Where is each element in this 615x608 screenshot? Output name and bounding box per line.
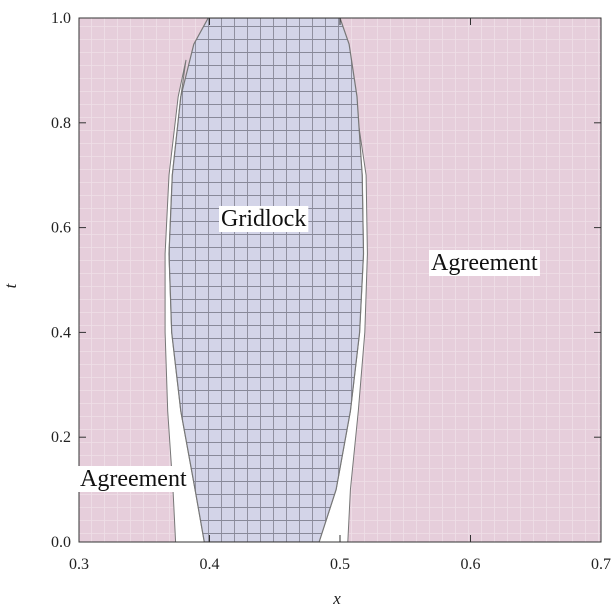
agreement-label-left-background	[78, 466, 189, 492]
x-tick-label: 0.5	[330, 556, 350, 573]
y-tick-label: 0.4	[51, 324, 71, 341]
gridlock-boundary	[168, 18, 365, 542]
y-tick-label: 1.0	[51, 10, 71, 27]
gridlock-label-background	[219, 206, 309, 232]
agreement-label-right: Agreement	[431, 250, 538, 276]
x-tick-label: 0.4	[200, 556, 220, 573]
y-tick-label: 0.6	[51, 220, 71, 237]
agreement-label-left: Agreement	[80, 466, 187, 492]
gridlock-label: Gridlock	[221, 206, 306, 232]
x-axis-title: x	[332, 589, 341, 608]
gridlock-mesh	[169, 18, 364, 542]
y-tick-label: 0.0	[51, 534, 71, 551]
x-tick-label: 0.7	[591, 556, 611, 573]
agreement-label-right-background	[429, 250, 540, 276]
y-axis-title: t	[1, 282, 20, 288]
x-tick-label: 0.3	[69, 556, 89, 573]
y-tick-label: 0.8	[51, 115, 71, 132]
y-tick-label: 0.2	[51, 429, 71, 446]
x-tick-label: 0.6	[461, 556, 481, 573]
